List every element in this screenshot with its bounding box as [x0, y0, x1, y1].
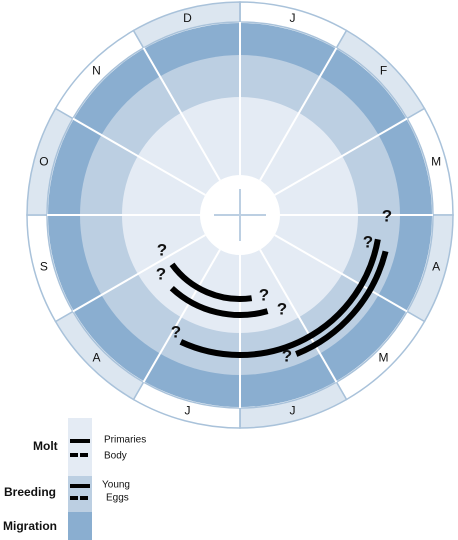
question-mark: ? [157, 240, 167, 259]
legend-migration-swatch [68, 512, 92, 540]
legend: Molt Primaries Body Breeding Young Eggs … [3, 418, 146, 540]
question-mark: ? [259, 285, 269, 304]
question-mark: ? [282, 346, 292, 365]
sector-divider [274, 234, 408, 313]
month-label: A [92, 351, 100, 365]
month-label: N [92, 64, 101, 78]
sector-divider [72, 234, 206, 313]
month-label: J [290, 11, 296, 25]
legend-body: Body [104, 451, 127, 462]
sector-divider [72, 117, 206, 196]
legend-molt-swatch [68, 418, 92, 476]
legend-breeding: Breeding [4, 485, 56, 499]
legend-molt: Molt [33, 439, 58, 453]
legend-eggs: Eggs [106, 493, 129, 504]
molt-arc [169, 262, 253, 302]
month-label: M [431, 155, 441, 169]
sector-divider [259, 249, 338, 383]
sector-divider [142, 249, 221, 383]
month-label: J [290, 403, 296, 417]
legend-migration: Migration [3, 519, 57, 533]
sector-divider [259, 47, 338, 181]
month-label: J [184, 403, 190, 417]
month-label: F [380, 64, 387, 78]
legend-breeding-swatch [68, 476, 92, 512]
molt-arc [169, 285, 269, 318]
legend-primaries: Primaries [104, 435, 146, 446]
month-label: O [39, 155, 48, 169]
legend-young: Young [102, 480, 130, 491]
sector-divider [142, 47, 221, 181]
breeding-arc [179, 238, 381, 358]
question-mark: ? [277, 299, 287, 318]
month-label: M [379, 351, 389, 365]
question-mark: ? [363, 232, 373, 251]
sector-divider [274, 117, 408, 196]
question-mark: ? [382, 206, 392, 225]
month-label: S [40, 260, 48, 274]
month-label: A [432, 260, 440, 274]
breeding-arc [295, 250, 389, 357]
question-mark: ? [171, 322, 181, 341]
question-mark: ? [156, 264, 166, 283]
month-label: D [183, 11, 192, 25]
